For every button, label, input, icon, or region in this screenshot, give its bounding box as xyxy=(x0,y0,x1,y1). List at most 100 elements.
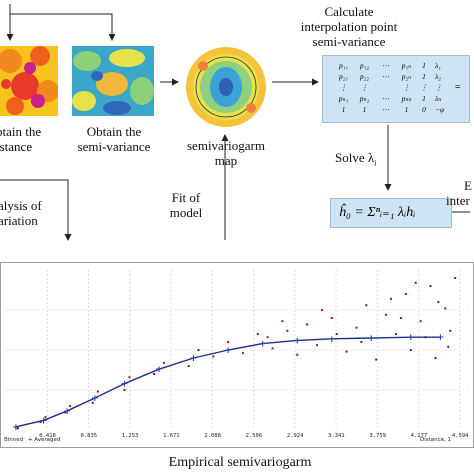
averaged-point: + xyxy=(12,423,20,433)
matrix-cell: ⋯ xyxy=(381,105,390,114)
legend-averaged: Averaged xyxy=(34,437,61,443)
vector-cell: ⋮ xyxy=(435,83,443,92)
x-tick-label: 1.671 xyxy=(163,433,180,439)
averaged-point: + xyxy=(328,335,336,345)
binned-point xyxy=(212,355,215,358)
binned-point xyxy=(187,365,190,367)
binned-point xyxy=(394,333,397,335)
averaged-point: + xyxy=(407,333,415,343)
matrix-cell: 1 xyxy=(341,105,346,114)
binned-point xyxy=(286,329,289,332)
binned-point xyxy=(335,333,338,335)
matrix-cell: p₁ₙ xyxy=(401,61,412,70)
semivariogram-map-image xyxy=(183,46,269,128)
matrix-cell: 1 xyxy=(362,105,367,114)
matrix-equals: = xyxy=(455,82,461,93)
legend-averaged-marker: + xyxy=(27,437,33,443)
averaged-point: + xyxy=(155,365,163,375)
binned-point xyxy=(64,411,67,414)
binned-point xyxy=(16,427,19,430)
binned-point xyxy=(360,341,363,343)
matrix-cell: p₁₁ xyxy=(339,61,348,70)
binned-point xyxy=(69,405,72,407)
binned-point xyxy=(256,333,259,335)
label-analysis-of-variation: alysis of ariation xyxy=(0,198,42,228)
semivariance-heatmap-image xyxy=(72,46,154,116)
matrix-cell: ⋮ xyxy=(339,83,348,92)
legend-binned: Binned xyxy=(4,437,24,443)
matrix-cell: ⋮ xyxy=(360,83,369,92)
binned-point xyxy=(123,389,126,391)
label-calculate-semivariance: Calculate interpolation point semi-varianc… xyxy=(300,4,398,49)
binned-point xyxy=(197,349,200,351)
binned-point xyxy=(429,285,432,287)
binned-point xyxy=(227,341,230,343)
binned-point xyxy=(271,347,274,350)
binned-point xyxy=(241,352,244,355)
label-solve-lambda: Solve λi xyxy=(335,150,377,168)
binned-point xyxy=(454,277,457,279)
matrix-cell: p₂ₙ xyxy=(401,72,412,81)
binned-point xyxy=(320,309,323,311)
binned-point xyxy=(365,304,368,307)
binned-point xyxy=(162,361,165,364)
vector-cell: λₙ xyxy=(435,94,442,103)
matrix-cell: ⋯ xyxy=(381,61,390,70)
matrix-row: p₁₁ p₁₂ ⋯ p₁ₙ 1 xyxy=(333,60,431,71)
vector-cell: λ₁ xyxy=(435,61,441,70)
x-tick-label: 0.835 xyxy=(80,433,98,439)
matrix-cell: ⋯ xyxy=(381,72,390,81)
vector-cell: λ₂ xyxy=(435,72,441,81)
vector-column: λ₁ λ₂ ⋮ λₙ −φ xyxy=(435,60,451,115)
binned-point xyxy=(266,336,269,339)
averaged-point: + xyxy=(121,380,129,390)
estimate-formula: ĥ₀ = Σⁿᵢ₌₁ λᵢhᵢ xyxy=(339,205,416,220)
binned-point xyxy=(447,345,450,348)
matrix-cell: ⋮ xyxy=(420,83,428,92)
label-obtain-semivariance: Obtain the semi-variance xyxy=(77,124,151,154)
averaged-point: + xyxy=(63,407,71,417)
x-tick-label: 1.253 xyxy=(121,433,139,439)
matrix-cell: p₁₂ xyxy=(360,61,369,70)
binned-point xyxy=(390,297,393,300)
binned-point xyxy=(315,344,318,347)
averaged-point: + xyxy=(259,340,267,350)
kriging-matrix-box: p₁₁ p₁₂ ⋯ p₁ₙ 1 p₂₁ p₂₂ ⋯ p₂ₙ 1 ⋮ ⋮ ⋮ ⋮ pₙ₁ pₙ₂ ⋯ pₙₙ 1 1 1 ⋯… xyxy=(322,55,470,123)
binned-point xyxy=(306,323,309,326)
binned-point xyxy=(385,313,388,316)
x-tick-label: 4.594 xyxy=(451,433,469,439)
matrix-cell: ⋯ xyxy=(381,94,390,103)
label-obtain-distance: btain theistance xyxy=(0,124,42,154)
chart-plot: + + + + + + + + + + + + + + xyxy=(0,262,474,448)
binned-point xyxy=(296,353,299,356)
binned-point xyxy=(437,301,440,303)
matrix-cell: ⋮ xyxy=(402,83,411,92)
label-semivariogram-map: semivariogarm map xyxy=(187,138,265,168)
binned-point xyxy=(91,401,94,404)
binned-point xyxy=(434,357,437,359)
binned-point xyxy=(419,320,422,323)
chart-caption: Empirical semivariogarm xyxy=(168,455,312,470)
matrix-cell: pₙ₂ xyxy=(359,94,370,103)
averaged-point: + xyxy=(224,346,232,356)
binned-point xyxy=(96,390,99,393)
averaged-point: + xyxy=(40,416,48,426)
x-tick-label: 4.177 xyxy=(410,433,428,439)
vector-cell: −φ xyxy=(435,105,445,114)
matrix-cell: 1 xyxy=(404,105,409,114)
matrix-row: pₙ₁ pₙ₂ ⋯ pₙₙ 1 xyxy=(333,93,431,104)
binned-point xyxy=(153,373,156,375)
binned-point xyxy=(330,317,333,319)
chart-legend: Binned + Averaged xyxy=(4,437,60,443)
binned-point xyxy=(345,350,348,353)
x-tick-label: 3.759 xyxy=(369,433,386,439)
binned-point xyxy=(449,329,452,332)
binned-point xyxy=(44,416,47,419)
averaged-point: + xyxy=(293,336,301,346)
matrix-cell: pₙ₁ xyxy=(338,94,349,103)
binned-point xyxy=(399,317,402,319)
binned-point xyxy=(409,349,412,351)
matrix-cell: 0 xyxy=(422,105,426,114)
model-curve xyxy=(15,336,441,428)
